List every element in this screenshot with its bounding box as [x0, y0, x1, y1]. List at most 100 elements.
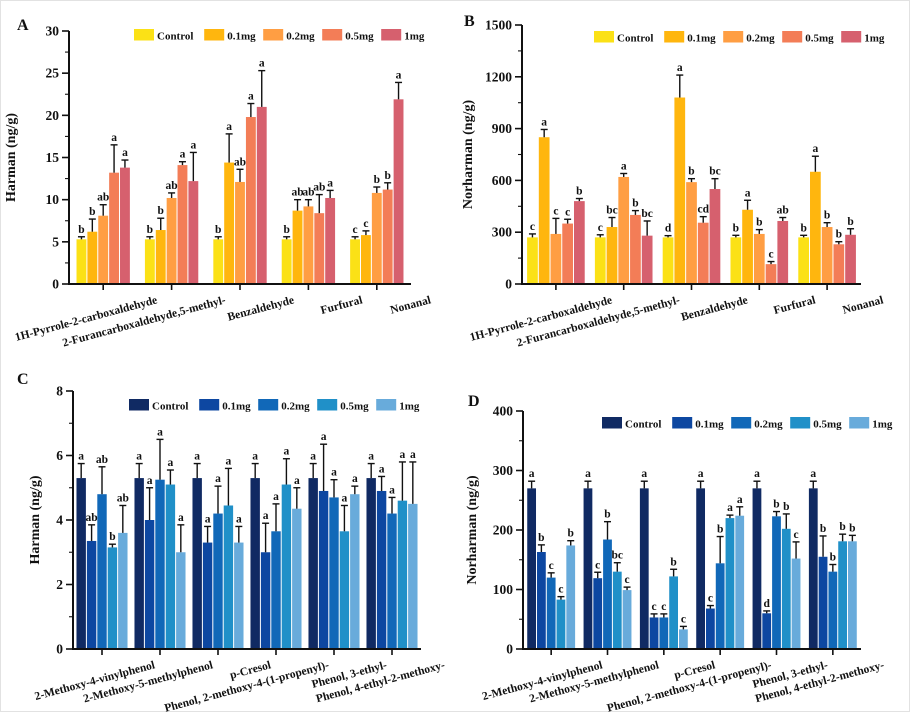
- bar: [821, 227, 833, 284]
- bar: [223, 505, 234, 649]
- sig-letter: a: [215, 473, 221, 485]
- sig-letter: c: [681, 613, 686, 625]
- legend-item: 0.1mg: [199, 399, 251, 413]
- sig-letter: b: [836, 229, 842, 241]
- bar: [818, 556, 828, 649]
- legend-item: 1mg: [849, 417, 893, 431]
- bar: [107, 547, 118, 649]
- bar: [397, 500, 408, 649]
- bar: [314, 213, 325, 284]
- legend-swatch: [258, 399, 279, 411]
- bar: [606, 227, 618, 284]
- sig-letter: b: [283, 224, 289, 236]
- bar: [339, 531, 350, 649]
- bar: [86, 540, 97, 649]
- y-tick-label: 10: [46, 192, 60, 207]
- bar: [752, 488, 762, 649]
- y-tick-label: 30: [46, 24, 60, 39]
- y-ticks: [62, 30, 69, 285]
- bar: [735, 515, 745, 649]
- sig-letter: b: [576, 186, 582, 198]
- sig-letter: a: [178, 512, 184, 524]
- sig-letter: a: [190, 139, 196, 151]
- legend-label: 0.2mg: [286, 31, 315, 43]
- sig-letter: b: [632, 198, 638, 210]
- bar: [165, 484, 176, 649]
- sig-letter: b: [374, 174, 380, 186]
- bar: [798, 237, 810, 284]
- y-tick-label: 8: [56, 384, 63, 399]
- y-tick-labels: 0 100 200 300 400: [493, 404, 514, 657]
- y-tick-label: 2: [56, 577, 63, 592]
- sig-letter: a: [677, 62, 683, 74]
- legend-swatch: [204, 29, 225, 41]
- bar: [566, 545, 576, 649]
- legend-label: 1mg: [864, 33, 885, 45]
- sig-letter: a: [147, 475, 153, 487]
- sig-letter: b: [717, 524, 723, 536]
- bar: [686, 182, 697, 284]
- y-tick-label: 300: [492, 225, 513, 240]
- sig-letter: a: [273, 491, 279, 503]
- legend-item: 1mg: [381, 29, 425, 43]
- legend-item: 0.2mg: [731, 417, 783, 431]
- y-axis-title: Norharman (ng/g): [465, 475, 480, 585]
- sig-letter: b: [824, 210, 830, 222]
- bar: [281, 484, 292, 649]
- sig-letter: a: [310, 451, 316, 463]
- bars: [76, 478, 418, 650]
- sig-letter: d: [764, 598, 771, 610]
- bar: [649, 617, 659, 649]
- legend-swatch: [317, 399, 338, 411]
- legend-item: Control: [129, 399, 188, 413]
- legend-label: Control: [157, 31, 193, 43]
- sig-letter: c: [565, 206, 570, 218]
- bar: [192, 478, 202, 649]
- bar: [538, 137, 550, 284]
- bar: [303, 206, 314, 284]
- bar: [325, 197, 336, 284]
- legend-swatch: [731, 417, 752, 429]
- legend-label: 0.1mg: [687, 33, 716, 45]
- sig-letter: ab: [86, 512, 98, 524]
- legend-swatch: [790, 417, 811, 429]
- x-ticks: [550, 649, 834, 655]
- sig-letter: ab: [117, 492, 129, 504]
- error-bars: [528, 480, 856, 630]
- bars: [527, 488, 857, 649]
- legend: Control 0.1mg 0.2mg 0.5mg 1mg: [134, 29, 425, 43]
- legend-label: 0.2mg: [281, 401, 310, 413]
- sig-letter: a: [396, 69, 402, 81]
- bar: [725, 518, 735, 649]
- y-tick-label: 900: [492, 121, 513, 136]
- bar: [118, 532, 128, 649]
- sig-letter: a: [136, 451, 142, 463]
- sig-letter: a: [529, 468, 535, 480]
- legend-label: 0.2mg: [746, 33, 775, 45]
- y-tick-label: 0: [52, 277, 59, 292]
- x-category-labels: 2-Methoxy-4-vinylphenol2-Methoxy-5-methy…: [33, 659, 446, 713]
- bar: [166, 197, 177, 284]
- sig-letter: ab: [302, 187, 314, 199]
- bar: [144, 239, 155, 284]
- legend-swatch: [134, 29, 154, 41]
- legend-label: 0.5mg: [805, 33, 834, 45]
- sig-letter: c: [793, 529, 798, 541]
- sig-letter: a: [754, 468, 760, 480]
- x-category-label: Benzaldehyde: [226, 294, 295, 323]
- sig-letter: b: [773, 499, 779, 511]
- sig-letter: b: [839, 521, 845, 533]
- sig-letter: a: [294, 475, 300, 487]
- bar: [550, 233, 562, 284]
- sig-letter: b: [820, 523, 826, 535]
- y-tick-labels: 0 5 10 15 20 25 30: [46, 24, 60, 292]
- bar: [360, 235, 371, 284]
- legend-label: 0.5mg: [340, 401, 369, 413]
- sig-letter: a: [111, 132, 117, 144]
- x-category-label: Furfural: [772, 294, 816, 317]
- panel-label-a: A: [17, 17, 29, 34]
- bar: [618, 176, 630, 284]
- bar: [696, 488, 706, 649]
